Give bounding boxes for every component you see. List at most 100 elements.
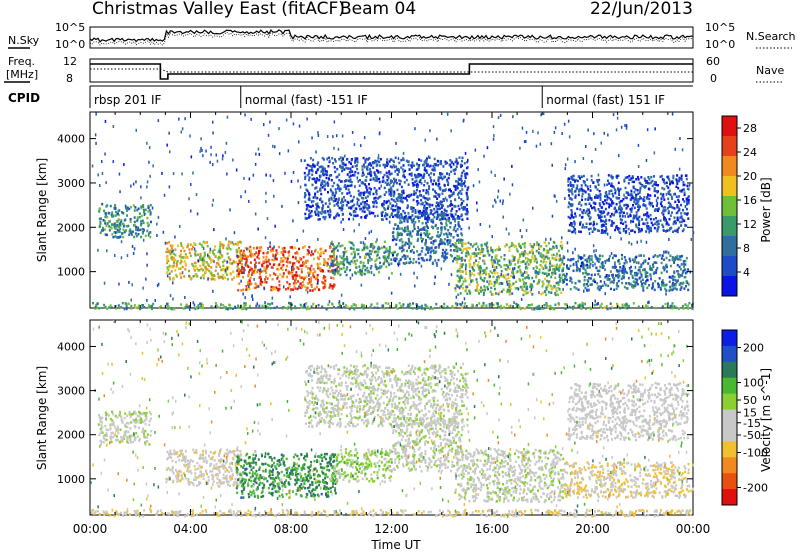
data-cell <box>401 240 404 244</box>
data-cell <box>252 173 255 177</box>
data-cell <box>473 262 476 265</box>
data-cell <box>466 195 469 198</box>
data-cell <box>425 208 428 212</box>
data-cell <box>589 227 592 230</box>
data-cell <box>682 262 685 266</box>
data-cell <box>328 159 331 162</box>
data-cell <box>256 285 259 288</box>
data-cell <box>655 208 657 212</box>
data-cell <box>636 201 639 205</box>
data-cell <box>170 307 173 311</box>
data-cell <box>436 207 439 211</box>
noise-tick-top-right: 10^5 <box>705 21 735 34</box>
data-cell <box>657 209 659 213</box>
data-cell <box>629 282 632 286</box>
nave-tick-bottom: 0 <box>710 72 717 85</box>
data-cell <box>647 301 649 305</box>
data-cell <box>461 242 463 245</box>
data-cell <box>580 175 583 178</box>
data-cell <box>357 270 360 274</box>
data-cell <box>376 159 379 163</box>
data-cell <box>357 198 360 202</box>
data-cell <box>590 222 592 225</box>
data-cell <box>266 277 269 280</box>
data-cell <box>489 290 492 294</box>
data-cell <box>461 239 464 242</box>
data-cell <box>469 257 472 260</box>
data-cell <box>435 204 438 208</box>
data-cell <box>600 210 602 214</box>
data-cell <box>337 187 340 190</box>
data-cell <box>606 183 609 186</box>
data-cell <box>648 197 651 201</box>
data-cell <box>133 304 136 307</box>
data-cell <box>229 272 232 275</box>
data-cell <box>186 245 189 249</box>
data-cell <box>525 130 528 134</box>
data-cell <box>359 208 362 211</box>
data-cell <box>577 279 580 283</box>
data-cell <box>570 258 573 261</box>
data-cell <box>676 216 679 219</box>
data-cell <box>682 219 685 223</box>
data-cell <box>588 202 591 205</box>
data-cell <box>222 303 225 307</box>
data-cell <box>399 207 402 210</box>
data-cell <box>236 265 239 268</box>
data-cell <box>118 282 120 286</box>
data-cell <box>458 278 461 281</box>
data-cell <box>372 244 375 248</box>
data-cell <box>560 291 563 294</box>
data-cell <box>585 145 587 148</box>
data-cell <box>348 191 351 194</box>
data-cell <box>376 214 379 218</box>
data-cell <box>308 164 311 168</box>
data-cell <box>614 263 616 267</box>
data-cell <box>238 268 241 271</box>
data-cell <box>316 168 319 172</box>
data-cell <box>426 220 429 224</box>
data-cell <box>247 255 249 258</box>
data-cell <box>294 305 297 308</box>
data-cell <box>594 280 596 284</box>
data-cell <box>376 306 379 309</box>
data-cell <box>414 176 417 179</box>
data-cell <box>495 257 498 261</box>
data-cell <box>555 263 558 267</box>
data-cell <box>218 276 221 280</box>
data-cell <box>386 183 389 186</box>
data-cell <box>274 253 277 257</box>
data-cell <box>642 262 645 265</box>
data-cell <box>355 266 358 269</box>
data-cell <box>606 179 609 182</box>
data-cell <box>614 206 617 210</box>
data-cell <box>595 196 597 199</box>
data-cell <box>308 205 311 208</box>
data-cell <box>427 213 430 217</box>
data-cell <box>685 177 688 181</box>
data-cell <box>458 280 461 283</box>
data-cell <box>212 274 215 277</box>
data-cell <box>642 285 645 288</box>
data-cell <box>583 226 586 229</box>
data-cell <box>531 276 534 280</box>
data-cell <box>438 182 441 186</box>
data-cell <box>471 303 474 307</box>
data-cell <box>667 211 670 215</box>
data-cell <box>469 255 472 258</box>
data-cell <box>445 222 448 225</box>
data-cell <box>449 249 452 252</box>
data-cell <box>443 226 446 229</box>
data-cell <box>624 259 627 262</box>
data-cell <box>341 192 344 195</box>
data-cell <box>595 249 597 253</box>
data-cell <box>147 233 150 237</box>
data-cell <box>361 248 364 252</box>
data-cell <box>185 255 188 259</box>
data-cell <box>599 196 602 199</box>
data-cell <box>478 268 481 271</box>
data-cell <box>569 181 572 184</box>
data-cell <box>317 288 320 291</box>
data-cell <box>646 225 649 228</box>
data-cell <box>513 301 515 305</box>
